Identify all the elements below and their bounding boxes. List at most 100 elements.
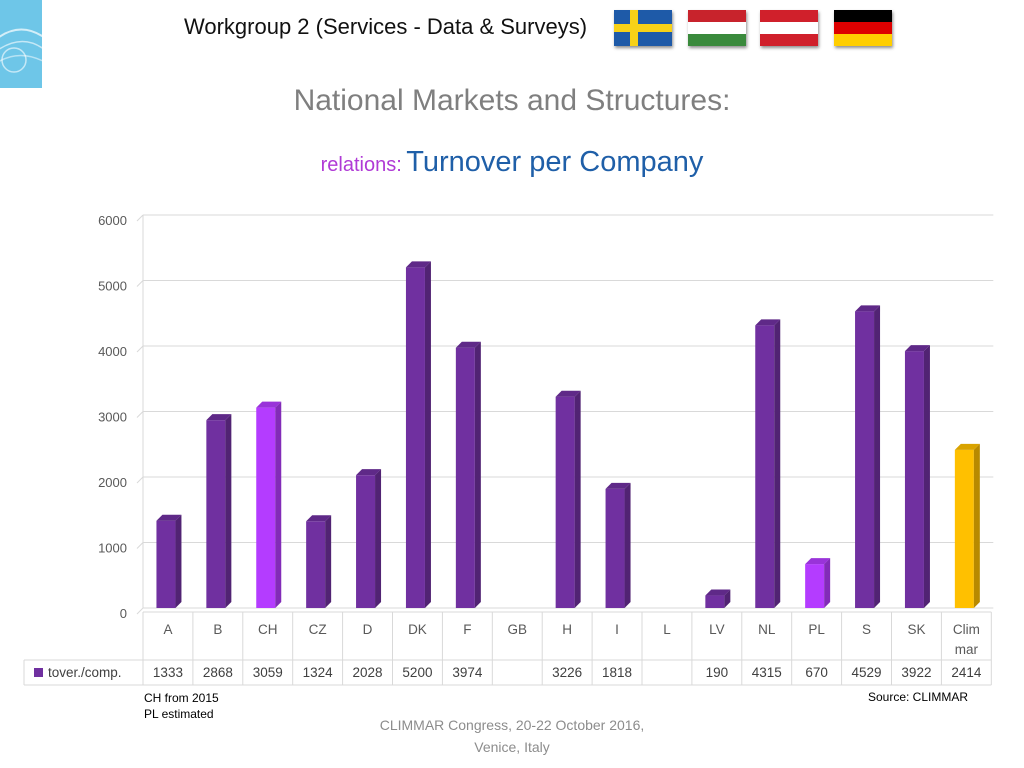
bar-front xyxy=(855,311,875,608)
bar-side xyxy=(424,261,431,608)
hungary-flag-icon xyxy=(688,10,746,46)
bar xyxy=(805,558,831,608)
bar-side xyxy=(923,345,930,608)
bar-side xyxy=(474,341,481,608)
x-tick-label: CH xyxy=(258,622,278,637)
footer: CLIMMAR Congress, 20-22 October 2016, Ve… xyxy=(0,714,1024,758)
footer-line-2: Venice, Italy xyxy=(474,739,550,755)
subtitle-main: Turnover per Company xyxy=(406,146,704,178)
bar-front xyxy=(455,347,475,608)
y-tick-label: 3000 xyxy=(98,410,127,425)
data-label: 3226 xyxy=(552,665,582,680)
footer-line-1: CLIMMAR Congress, 20-22 October 2016, xyxy=(379,717,645,733)
data-label: 2028 xyxy=(353,665,383,680)
bar-front xyxy=(405,267,425,608)
bar-side xyxy=(225,414,232,608)
bar-top xyxy=(705,589,731,596)
bar-top xyxy=(455,341,481,348)
gridline xyxy=(136,476,144,484)
x-tick-label: LV xyxy=(709,622,725,637)
x-tick-label: Clim mar xyxy=(953,622,980,657)
bar xyxy=(206,414,232,608)
x-tick-label: A xyxy=(163,622,172,637)
gridline xyxy=(136,542,144,549)
austria-flag-icon xyxy=(760,10,818,46)
bar-top xyxy=(805,558,831,565)
bar-top xyxy=(555,390,581,397)
gridlines xyxy=(136,214,994,615)
bar xyxy=(855,305,881,608)
y-tick-labels: 0 1000 2000 3000 4000 5000 6000 xyxy=(98,213,127,621)
bar-front xyxy=(156,520,176,608)
y-tick-label: 5000 xyxy=(98,279,127,294)
x-tick-label: SK xyxy=(907,622,925,637)
data-label: 2414 xyxy=(951,665,982,680)
x-tick-label: F xyxy=(463,622,471,637)
bar-front xyxy=(605,488,625,608)
source-note: Source: CLIMMAR xyxy=(867,690,968,704)
sweden-flag-icon xyxy=(614,10,672,46)
legend-swatch xyxy=(34,668,43,677)
legend-label: tover./comp. xyxy=(48,665,122,680)
page-header: Workgroup 2 (Services - Data & Surveys) xyxy=(184,14,588,39)
bar-side xyxy=(175,514,182,608)
bar-top xyxy=(904,345,930,352)
bar xyxy=(605,482,631,608)
bar-top xyxy=(256,401,282,408)
bar-top xyxy=(755,319,781,326)
bar-front xyxy=(705,595,725,608)
bar xyxy=(306,515,332,608)
bar-side xyxy=(325,515,332,608)
data-label: 190 xyxy=(706,665,729,680)
slide-title: National Markets and Structures: xyxy=(293,84,731,117)
bar xyxy=(705,589,731,608)
bar-front xyxy=(904,351,924,608)
data-label: 1818 xyxy=(602,665,632,680)
y-tick-label: 0 xyxy=(120,606,127,621)
bar-side xyxy=(774,319,781,608)
bar-top xyxy=(605,482,631,489)
bar xyxy=(156,514,182,608)
bar-front xyxy=(555,396,575,608)
bar-top xyxy=(156,514,182,521)
x-tick-label: PL xyxy=(808,622,825,637)
gridline xyxy=(136,214,144,222)
bar xyxy=(755,319,781,608)
x-tick-label: D xyxy=(363,622,373,637)
data-table: tover./comp. A 1333 B 2868 CH 3059 CZ 1324 D 2028 D… xyxy=(23,611,992,686)
x-tick-label: S xyxy=(862,622,871,637)
gridline xyxy=(136,345,144,353)
x-tick-label: NL xyxy=(758,622,776,637)
footnote-line-2: PL estimated xyxy=(144,707,214,721)
bar-side xyxy=(275,401,282,608)
bar xyxy=(904,345,930,608)
data-label: 3059 xyxy=(253,665,283,680)
bar-side xyxy=(624,482,631,608)
y-tick-label: 6000 xyxy=(98,213,127,228)
bar-front xyxy=(356,475,376,608)
bar xyxy=(405,261,431,608)
data-label: 3974 xyxy=(452,665,483,680)
bar-chart: 0 1000 2000 3000 4000 5000 6000 tover./comp. A 13… xyxy=(23,213,994,686)
bar-side xyxy=(874,305,881,608)
bar-front xyxy=(755,325,775,608)
data-label: 1333 xyxy=(153,665,183,680)
bar-side xyxy=(375,469,382,608)
slide-subtitle: relations: Turnover per Company xyxy=(0,146,1024,179)
bars xyxy=(156,261,980,608)
data-label: 670 xyxy=(805,665,828,680)
y-tick-label: 2000 xyxy=(98,475,127,490)
bar-front xyxy=(954,449,974,608)
x-tick-label: B xyxy=(213,622,222,637)
bar xyxy=(356,469,382,608)
data-label: 5200 xyxy=(402,665,432,680)
bar xyxy=(256,401,282,608)
bar-side xyxy=(574,390,581,608)
data-label: 3922 xyxy=(901,665,931,680)
x-tick-label: H xyxy=(562,622,572,637)
gridline xyxy=(136,607,144,615)
x-tick-label: DK xyxy=(408,622,427,637)
bar-top xyxy=(206,414,232,421)
gridline xyxy=(136,280,144,287)
bar-top xyxy=(855,305,881,312)
